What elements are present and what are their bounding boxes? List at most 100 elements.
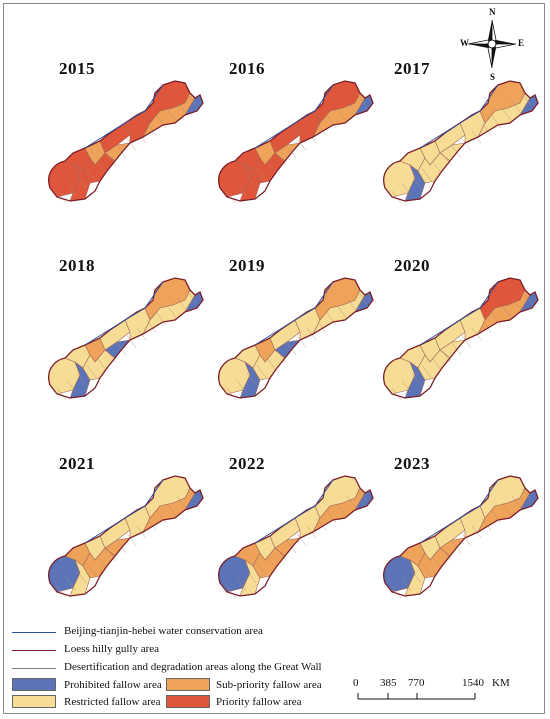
county-border (296, 533, 307, 546)
county-border (146, 518, 157, 531)
county-border (86, 365, 97, 378)
county-border (346, 100, 357, 114)
county-border (226, 585, 237, 599)
region-outline (218, 80, 374, 202)
region-outline (48, 277, 204, 399)
region-outline (48, 80, 204, 202)
county-border (401, 578, 412, 591)
map-2015 (48, 80, 204, 204)
county-border (126, 533, 137, 546)
water-conservation-boundary (419, 479, 499, 544)
county-border (316, 123, 327, 136)
region-outline (48, 475, 204, 597)
year-label-2019: 2019 (229, 256, 265, 275)
map-2017 (383, 80, 539, 204)
map-panel-2018: 2018 (45, 252, 225, 402)
county-border (461, 138, 472, 151)
county-border (186, 290, 197, 303)
county-border (66, 183, 77, 196)
county-border (176, 297, 187, 311)
county-border (106, 548, 117, 561)
county-border (106, 153, 117, 166)
county-border (431, 555, 442, 569)
county-border (176, 100, 187, 114)
compass-e-label: E (518, 38, 525, 48)
county-border (326, 312, 337, 326)
map-2018 (48, 277, 204, 401)
map-panel-2015: 2015 (45, 55, 225, 205)
county-border (431, 357, 442, 371)
year-label-2018: 2018 (59, 256, 95, 275)
county-border (96, 357, 107, 371)
county-border (501, 503, 512, 516)
county-border (276, 153, 287, 166)
county-border (86, 168, 97, 181)
county-border (356, 93, 367, 106)
county-border (236, 380, 247, 393)
county-border (501, 108, 512, 121)
county-border (56, 585, 67, 599)
county-border (356, 488, 367, 501)
county-border (266, 160, 277, 174)
scale-bar: 0 385 770 1540 KM (350, 675, 540, 705)
county-border (126, 335, 137, 348)
map-panel-2022: 2022 (215, 450, 395, 600)
county-border (156, 115, 167, 129)
county-border (491, 115, 502, 129)
county-border (346, 297, 357, 311)
region-outline (383, 475, 539, 597)
county-border (326, 115, 337, 129)
county-border (256, 365, 267, 378)
county-border (421, 168, 432, 181)
county-border (186, 93, 197, 106)
water-conservation-boundary (254, 84, 334, 149)
water-conservation-boundary (419, 281, 499, 346)
county-border (401, 380, 412, 393)
county-border (56, 190, 67, 204)
county-border (346, 495, 357, 509)
scale-tick-0: 0 (353, 677, 359, 689)
compass-rose: N S E W (460, 7, 525, 82)
county-border (86, 563, 97, 576)
county-border (411, 372, 422, 386)
county-border (226, 190, 237, 204)
map-2022 (218, 475, 374, 599)
county-border (106, 350, 117, 363)
map-panel-2020: 2020 (380, 252, 550, 402)
year-label-2015: 2015 (59, 59, 95, 78)
county-border (461, 533, 472, 546)
county-border (391, 585, 402, 599)
year-label-2022: 2022 (229, 454, 265, 473)
county-border (521, 290, 532, 303)
map-frame (3, 3, 545, 714)
county-border (276, 350, 287, 363)
county-border (156, 312, 167, 326)
county-border (401, 183, 412, 196)
county-border (256, 168, 267, 181)
county-border (431, 160, 442, 174)
county-border (236, 183, 247, 196)
region-outline (218, 475, 374, 597)
county-border (56, 387, 67, 401)
county-border (441, 350, 452, 363)
county-border (336, 503, 347, 516)
county-border (511, 495, 522, 509)
county-border (336, 108, 347, 121)
county-border (126, 138, 137, 151)
county-border (441, 153, 452, 166)
county-border (156, 510, 167, 524)
county-border (296, 335, 307, 348)
map-2016 (218, 80, 374, 204)
county-border (256, 563, 267, 576)
county-border (521, 93, 532, 106)
county-border (96, 160, 107, 174)
scale-unit: KM (492, 677, 510, 689)
county-border (226, 387, 237, 401)
county-border (491, 312, 502, 326)
county-border (316, 320, 327, 333)
map-2023 (383, 475, 539, 599)
water-conservation-boundary (84, 479, 164, 544)
region-outline (383, 80, 539, 202)
county-border (441, 548, 452, 561)
map-panel-2023: 2023 (380, 450, 550, 600)
